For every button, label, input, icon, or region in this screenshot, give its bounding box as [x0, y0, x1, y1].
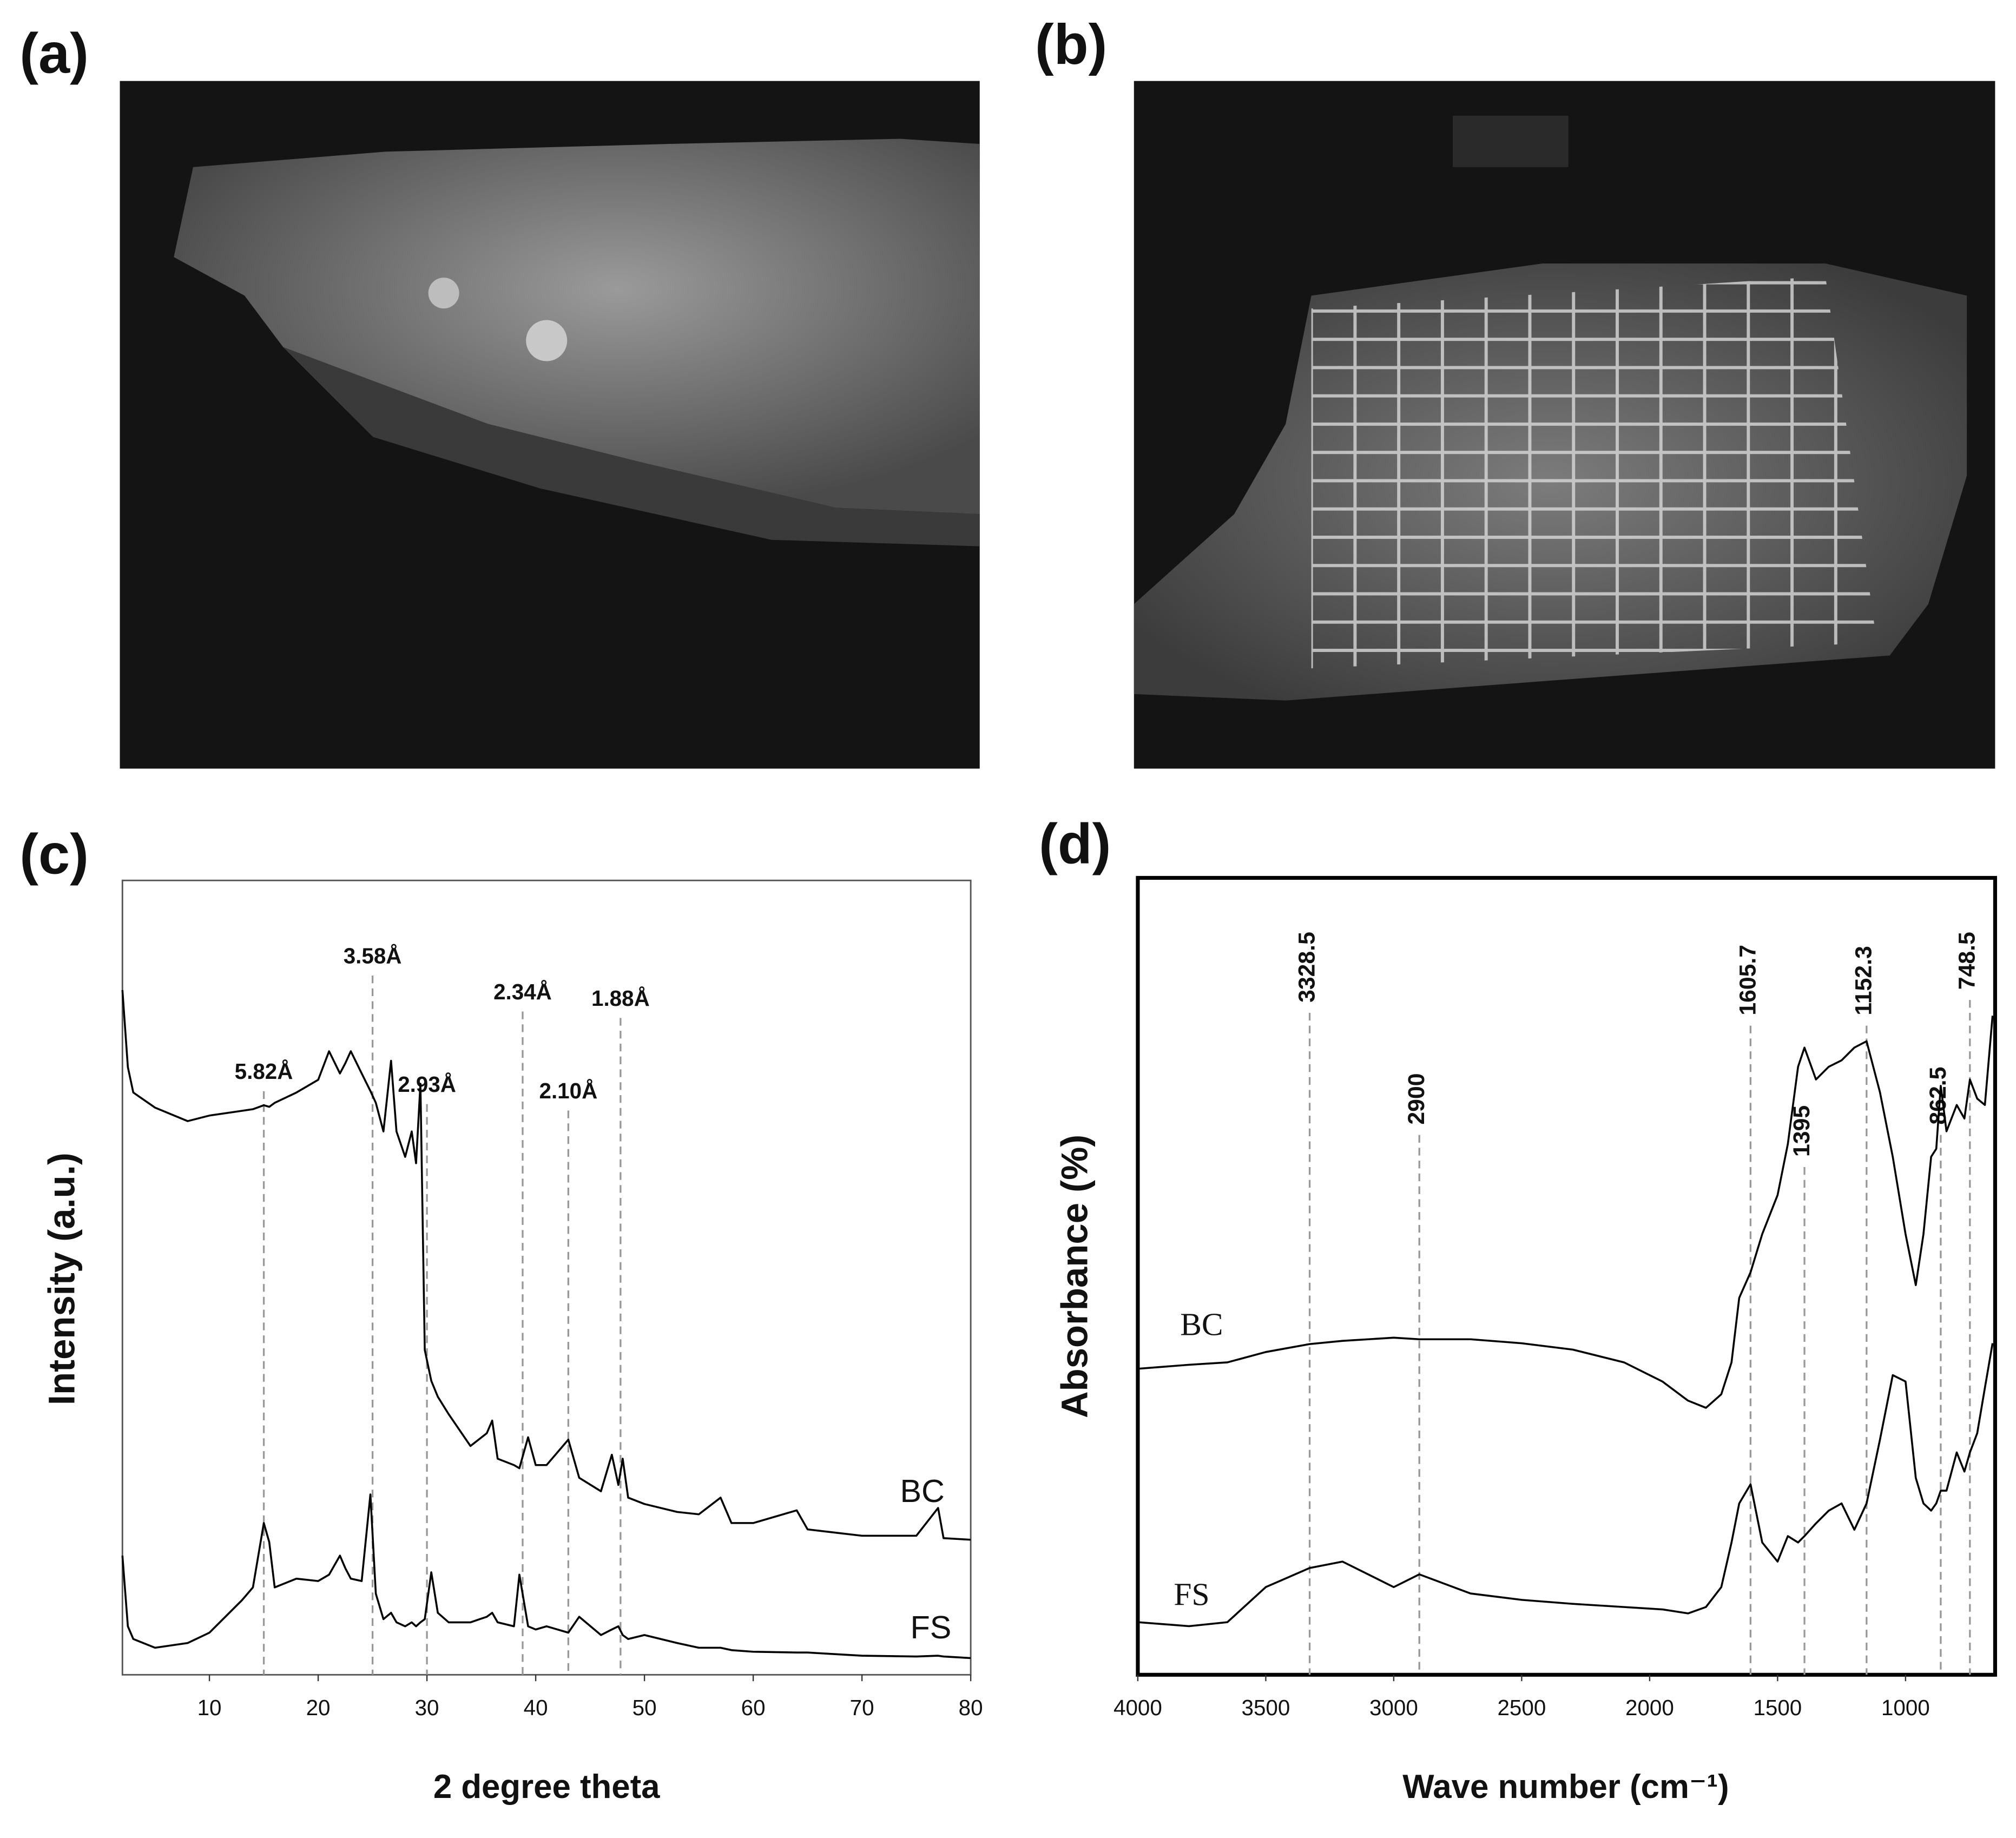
- x-tick-label: 50: [633, 1695, 657, 1720]
- series-label: FS: [1174, 1576, 1209, 1612]
- y-axis-title: Intensity (a.u.): [41, 1152, 83, 1405]
- annotation-label: 2.34Å: [493, 979, 552, 1004]
- x-tick-label: 3500: [1242, 1695, 1290, 1720]
- annotation-label: 3.58Å: [344, 943, 402, 968]
- plot-frame: [121, 879, 972, 1676]
- x-tick-label: 80: [959, 1695, 983, 1720]
- spectrum-line: [1137, 1343, 1994, 1628]
- annotation-label: 1395: [1789, 1105, 1815, 1157]
- x-tick-label: 4000: [1114, 1695, 1162, 1720]
- x-tick-label: 20: [306, 1695, 331, 1720]
- series-label: BC: [900, 1473, 944, 1509]
- x-tick-label: 70: [850, 1695, 874, 1720]
- panel-label: (d): [1039, 812, 1111, 875]
- sem-image-b: [1134, 81, 1995, 769]
- panel-label: (a): [19, 22, 89, 85]
- x-axis-title: 2 degree theta: [433, 1768, 660, 1806]
- x-tick-label: 1000: [1881, 1695, 1930, 1720]
- annotation-label: 3328.5: [1294, 932, 1320, 1003]
- plot-frame: [1136, 875, 1997, 1677]
- annotation-label: 2.10Å: [539, 1078, 598, 1103]
- x-tick-label: 40: [524, 1695, 548, 1720]
- sem-image-a: [120, 81, 980, 769]
- annotation-label: 5.82Å: [235, 1059, 293, 1084]
- annotation-label: 1152.3: [1851, 946, 1877, 1015]
- x-tick-label: 10: [197, 1695, 222, 1720]
- x-tick-label: 3000: [1369, 1695, 1418, 1720]
- annotation-label: 748.5: [1954, 932, 1980, 990]
- x-tick-label: 30: [415, 1695, 439, 1720]
- x-tick-label: 60: [741, 1695, 766, 1720]
- spectrum-line: [121, 1493, 971, 1659]
- panel-label: (c): [19, 822, 89, 886]
- annotation-label: 1.88Å: [591, 986, 650, 1011]
- y-axis-title: Absorbance (%): [1053, 1135, 1095, 1418]
- x-tick-label: 1500: [1753, 1695, 1802, 1720]
- x-axis-title: Wave number (cm⁻¹): [1402, 1768, 1729, 1806]
- series-label: BC: [1180, 1307, 1223, 1342]
- x-tick-label: 2000: [1625, 1695, 1674, 1720]
- panel-label: (b): [1035, 13, 1107, 76]
- annotation-label: 2.93Å: [398, 1072, 456, 1097]
- spectrum-line: [1137, 1016, 1994, 1409]
- annotation-label: 2900: [1404, 1073, 1429, 1124]
- series-label: FS: [910, 1609, 951, 1645]
- spectrum-line: [121, 990, 971, 1541]
- x-tick-label: 2500: [1497, 1695, 1546, 1720]
- annotation-label: 1605.7: [1735, 945, 1761, 1016]
